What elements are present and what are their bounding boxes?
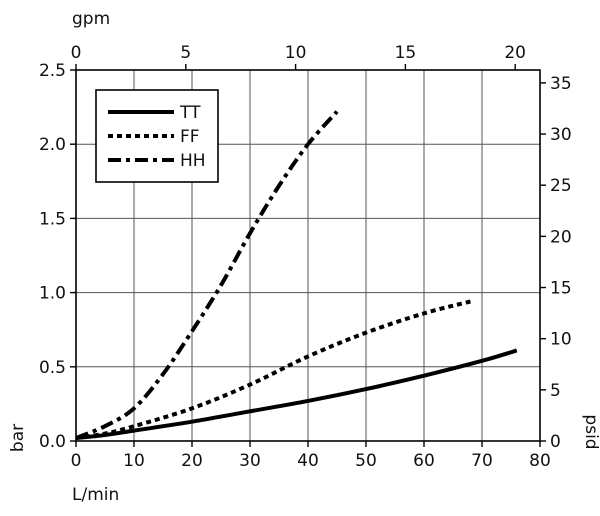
series-line-hh bbox=[75, 110, 339, 440]
legend-label-hh: HH bbox=[180, 151, 206, 171]
top-tick-label: 0 bbox=[71, 43, 82, 63]
right-tick-label: 35 bbox=[550, 74, 572, 94]
legend-label-tt: TT bbox=[179, 103, 201, 123]
right-tick-label: 15 bbox=[550, 279, 572, 299]
series-line-tt bbox=[75, 348, 518, 441]
top-tick-label: 15 bbox=[395, 43, 417, 63]
y-axis-title: bar bbox=[8, 424, 28, 452]
y-tick-label: 2.0 bbox=[39, 135, 66, 155]
x-axis-title: L/min bbox=[72, 485, 119, 505]
x-tick-label: 60 bbox=[413, 451, 435, 471]
x-tick-label: 80 bbox=[529, 451, 551, 471]
series-line-ff bbox=[75, 299, 471, 441]
ticks: 0 10 20 30 40 50 60 70 800.00.51.01.52.02.50 5 10 1… bbox=[39, 43, 572, 471]
top-tick-label: 10 bbox=[285, 43, 307, 63]
top-tick-label: 20 bbox=[504, 43, 526, 63]
x-tick-label: 10 bbox=[123, 451, 145, 471]
y-tick-label: 2.5 bbox=[39, 61, 66, 81]
x-tick-label: 20 bbox=[181, 451, 203, 471]
y-tick-label: 0.0 bbox=[39, 432, 66, 452]
top-axis-title: gpm bbox=[72, 9, 110, 29]
series-group bbox=[75, 110, 518, 441]
x-tick-label: 30 bbox=[239, 451, 261, 471]
x-tick-label: 50 bbox=[355, 451, 377, 471]
y-tick-label: 1.5 bbox=[39, 209, 66, 229]
right-tick-label: 30 bbox=[550, 125, 572, 145]
x-tick-label: 40 bbox=[297, 451, 319, 471]
right-tick-label: 0 bbox=[550, 432, 561, 452]
right-tick-label: 25 bbox=[550, 176, 572, 196]
y-tick-label: 1.0 bbox=[39, 284, 66, 304]
right-axis-title: psid bbox=[581, 414, 600, 449]
y-tick-label: 0.5 bbox=[39, 358, 66, 378]
legend: TT FF HH bbox=[95, 89, 219, 183]
right-tick-label: 10 bbox=[550, 330, 572, 350]
top-tick-label: 5 bbox=[180, 43, 191, 63]
right-tick-label: 5 bbox=[550, 381, 561, 401]
right-tick-label: 20 bbox=[550, 227, 572, 247]
x-tick-label: 70 bbox=[471, 451, 493, 471]
legend-label-ff: FF bbox=[180, 127, 200, 147]
x-tick-label: 0 bbox=[71, 451, 82, 471]
